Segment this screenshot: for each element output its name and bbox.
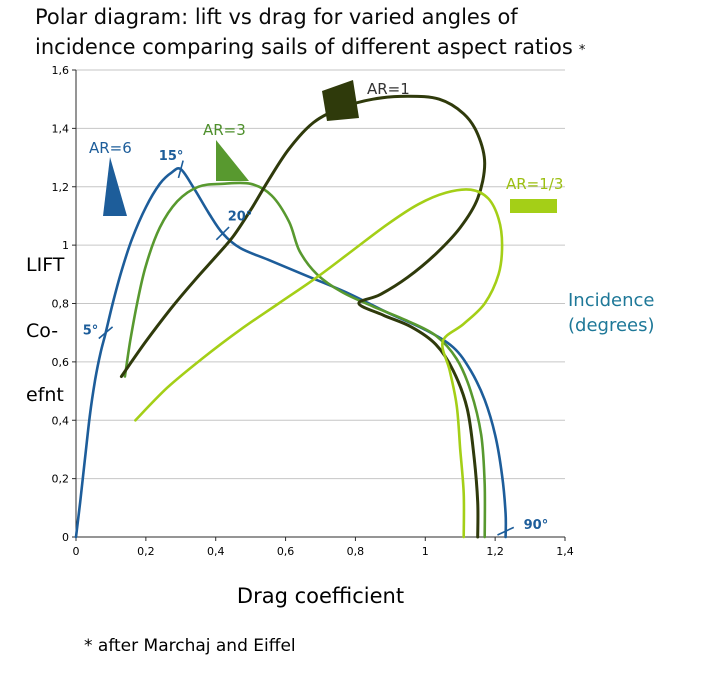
angle-label-15: 15° bbox=[159, 149, 184, 164]
y-axis-label-efnt: efnt bbox=[26, 384, 64, 406]
source-footnote: * after Marchaj and Eiffel bbox=[84, 636, 296, 656]
angle-tick-90 bbox=[497, 526, 515, 536]
angle-label-20: 20° bbox=[228, 209, 253, 224]
angle-label-5: 5° bbox=[83, 324, 99, 339]
x-tick-label: 0,6 bbox=[277, 545, 295, 558]
curve-ar-3 bbox=[123, 181, 487, 539]
curve-ar-1-3 bbox=[134, 188, 504, 539]
chart-title-line2: incidence comparing sails of different a… bbox=[35, 35, 586, 59]
chart-title: Polar diagram: lift vs drag for varied a… bbox=[35, 2, 585, 66]
y-tick-label: 1,2 bbox=[52, 181, 70, 194]
y-tick-label: 0,8 bbox=[52, 298, 70, 311]
x-axis-title: Drag coefficient bbox=[236, 584, 405, 608]
legend-label-ar-6: AR=6 bbox=[89, 139, 132, 157]
sail-shape-ar-1 bbox=[322, 80, 359, 121]
y-axis-label-lift: LIFT bbox=[26, 254, 65, 276]
incidence-label: Incidence (degrees) bbox=[568, 288, 655, 338]
sail-shape-ar-3 bbox=[216, 140, 249, 181]
x-tick-label: 0 bbox=[73, 545, 80, 558]
angle-tick-5 bbox=[98, 326, 114, 340]
x-tick-label: 0,4 bbox=[207, 545, 225, 558]
y-axis-label-co: Co- bbox=[26, 320, 59, 342]
angle-tick-20 bbox=[215, 226, 230, 241]
legend-label-ar-1: AR=1 bbox=[367, 80, 410, 98]
x-tick-label: 0,2 bbox=[137, 545, 155, 558]
x-tick-label: 1,2 bbox=[486, 545, 504, 558]
incidence-label-line2: (degrees) bbox=[568, 315, 655, 336]
angle-label-90: 90° bbox=[524, 518, 549, 533]
x-tick-label: 0,8 bbox=[347, 545, 365, 558]
y-tick-label: 0,6 bbox=[52, 356, 70, 369]
y-tick-label: 0 bbox=[62, 531, 69, 544]
x-tick-label: 1,4 bbox=[556, 545, 574, 558]
legend-label-ar-3: AR=3 bbox=[203, 121, 246, 139]
sail-shape-ar-6 bbox=[103, 157, 127, 216]
y-tick-label: 0,2 bbox=[52, 473, 70, 486]
legend-label-ar-1-3: AR=1/3 bbox=[506, 175, 563, 193]
chart-title-line1: Polar diagram: lift vs drag for varied a… bbox=[35, 5, 518, 29]
y-tick-label: 1,4 bbox=[52, 122, 70, 135]
sail-shape-ar-1-3 bbox=[510, 199, 557, 213]
curve-ar-1 bbox=[119, 94, 487, 539]
curve-ar-6 bbox=[74, 167, 508, 539]
y-tick-label: 0,4 bbox=[52, 414, 70, 427]
y-tick-label: 1,6 bbox=[52, 64, 70, 77]
footnote-marker: * bbox=[578, 43, 586, 58]
angle-tick-15 bbox=[177, 160, 184, 179]
incidence-label-line1: Incidence bbox=[568, 290, 655, 311]
x-tick-label: 1 bbox=[422, 545, 429, 558]
y-tick-label: 1 bbox=[62, 239, 69, 252]
